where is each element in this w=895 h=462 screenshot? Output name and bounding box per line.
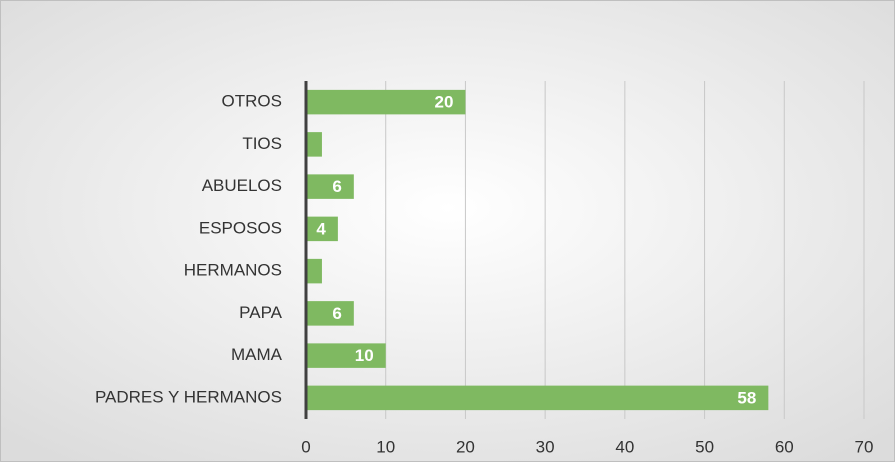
bar [306,89,466,115]
bar [306,343,386,368]
value-label: 20 [435,93,454,112]
y-tick-label: OTROS [222,92,282,111]
x-tick-label: 40 [615,437,634,456]
value-label: 10 [355,346,374,365]
bar [306,174,354,199]
x-tick-label: 20 [456,437,475,456]
value-label: 58 [737,388,756,407]
x-tick-label: 70 [855,437,874,456]
x-tick-label: 0 [301,437,310,456]
bar [306,132,322,157]
y-tick-label: MAMA [231,345,283,364]
value-label: 6 [332,304,341,323]
bar [306,385,769,411]
y-tick-label: ABUELOS [202,176,282,195]
bar [306,301,354,326]
y-tick-label: ESPOSOS [199,218,282,237]
bar [306,258,322,284]
x-tick-label: 30 [536,437,555,456]
x-tick-label: 10 [376,437,395,456]
y-tick-label: TIOS [242,134,282,153]
x-tick-label: 60 [775,437,794,456]
value-label: 4 [316,219,326,238]
y-tick-label: PAPA [239,303,282,322]
y-tick-label: PADRES Y HERMANOS [95,387,282,406]
y-tick-label: HERMANOS [184,261,282,280]
x-tick-label: 50 [695,437,714,456]
bar [306,216,338,242]
value-label: 6 [332,177,341,196]
